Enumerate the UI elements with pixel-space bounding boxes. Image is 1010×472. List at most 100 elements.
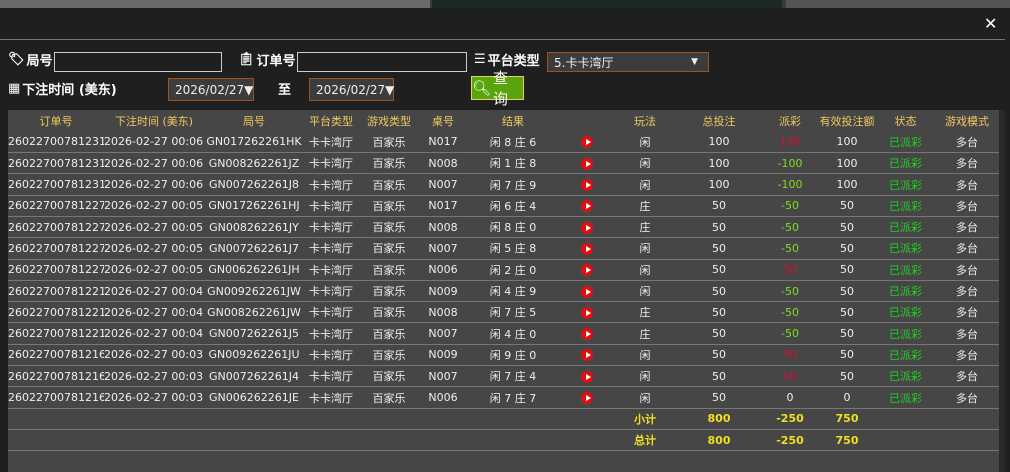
empty-cell — [304, 429, 358, 452]
table-cell: 50 — [676, 195, 762, 217]
table-cell: 卡卡湾厅 — [304, 195, 358, 217]
round-input[interactable] — [54, 52, 222, 72]
table-cell: GN008262261JZ — [204, 152, 304, 175]
platform-value: 5.卡卡湾厅 — [554, 55, 614, 70]
empty-cell — [304, 408, 358, 430]
table-cell: N009 — [420, 344, 466, 367]
table-cell: 2026-02-27 00:03:23 — [104, 365, 204, 388]
empty-cell — [466, 408, 560, 430]
play-video-icon[interactable] — [581, 136, 593, 149]
table-cell: 闲 — [614, 386, 676, 409]
round-label: 🏷︎ 局号 — [8, 52, 53, 69]
table-cell: 卡卡湾厅 — [304, 322, 358, 345]
order-input[interactable] — [297, 52, 467, 72]
table-cell: 50 — [762, 259, 818, 281]
play-video-icon[interactable] — [581, 349, 593, 362]
table-cell: 260227007812273 — [8, 259, 104, 281]
video-cell — [560, 152, 614, 175]
table-cell: 0 — [762, 386, 818, 409]
table-cell: GN007262261J8 — [204, 173, 304, 196]
empty-cell — [8, 429, 104, 452]
table-cell: 50 — [676, 280, 762, 303]
empty-cell — [466, 429, 560, 452]
table-cell: 2026-02-27 00:05:36 — [104, 216, 204, 239]
table-cell: N008 — [420, 216, 466, 239]
column-header: 游戏模式 — [935, 110, 999, 132]
table-cell: 多台 — [935, 173, 999, 196]
table-cell: 闲 — [614, 131, 676, 154]
table-cell: 百家乐 — [358, 386, 420, 409]
table-cell: 闲 7 庄 5 — [466, 301, 560, 324]
table-cell: 260227007812169 — [8, 344, 104, 367]
table-cell: 闲 8 庄 0 — [466, 216, 560, 239]
column-header: 派彩 — [762, 110, 818, 132]
play-video-icon[interactable] — [581, 285, 593, 298]
platform-select[interactable]: 5.卡卡湾厅 ▼ — [547, 52, 709, 72]
table-cell: 卡卡湾厅 — [304, 259, 358, 281]
video-cell — [560, 173, 614, 196]
empty-cell — [935, 429, 999, 452]
table-cell: 闲 5 庄 8 — [466, 237, 560, 260]
column-header: 桌号 — [420, 110, 466, 132]
table-cell: 闲 — [614, 173, 676, 196]
table-cell: GN007262261J4 — [204, 365, 304, 388]
table-cell: 闲 6 庄 4 — [466, 195, 560, 217]
orders-table: 订单号 下注时间 (美东) 局号 平台类型 游戏类型 桌号 结果 玩法 总投注 派彩 有效投注额 状态… — [8, 110, 999, 452]
play-video-icon[interactable] — [581, 392, 593, 404]
table-cell: 已派彩 — [876, 195, 935, 217]
play-video-icon[interactable] — [581, 242, 593, 255]
table-cell: 50 — [676, 344, 762, 367]
table-cell: 闲 2 庄 0 — [466, 259, 560, 281]
play-video-icon[interactable] — [581, 157, 593, 170]
query-button[interactable]: 🔍︎ 查询 — [471, 69, 524, 108]
play-video-icon[interactable] — [581, 306, 593, 319]
column-header: 玩法 — [614, 110, 676, 132]
table-cell: 百家乐 — [358, 237, 420, 260]
table-cell: 50 — [676, 322, 762, 345]
table-cell: 2026-02-27 00:06:31 — [104, 152, 204, 175]
table-cell: 2026-02-27 00:03:20 — [104, 386, 204, 409]
video-cell — [560, 322, 614, 345]
table-cell: 50 — [818, 237, 876, 260]
table-cell: -50 — [762, 195, 818, 217]
date-to-select[interactable]: 2026/02/27▼ — [309, 78, 394, 101]
play-video-icon[interactable] — [581, 179, 593, 192]
empty-cell — [204, 408, 304, 430]
play-video-icon[interactable] — [581, 200, 593, 213]
table-cell: 闲 7 庄 9 — [466, 173, 560, 196]
table-cell: 100 — [676, 173, 762, 196]
table-cell: N008 — [420, 301, 466, 324]
table-cell: 已派彩 — [876, 237, 935, 260]
empty-cell — [420, 408, 466, 430]
table-cell: N007 — [420, 322, 466, 345]
date-from-select[interactable]: 2026/02/27▼ — [168, 78, 254, 101]
table-cell: N006 — [420, 259, 466, 281]
table-cell: N017 — [420, 131, 466, 154]
scrollbar[interactable] — [999, 110, 1005, 472]
table-cell: 260227007812315 — [8, 131, 104, 154]
empty-cell — [560, 429, 614, 452]
table-cell: 2026-02-27 00:06:28 — [104, 173, 204, 196]
play-video-icon[interactable] — [581, 328, 593, 341]
video-cell — [560, 301, 614, 324]
table-cell: 260227007812277 — [8, 195, 104, 217]
table-cell: 已派彩 — [876, 365, 935, 388]
play-video-icon[interactable] — [581, 221, 593, 234]
table-cell: 2026-02-27 00:05:34 — [104, 237, 204, 260]
table-cell: 多台 — [935, 237, 999, 260]
search-icon: 🔍︎ — [472, 79, 492, 97]
play-video-icon[interactable] — [581, 370, 593, 383]
table-cell: 260227007812218 — [8, 280, 104, 303]
table-cell: 100 — [676, 152, 762, 175]
play-video-icon[interactable] — [581, 264, 593, 277]
total-valid_bet: 750 — [818, 429, 876, 452]
table-cell: 庄 — [614, 322, 676, 345]
table-cell: 多台 — [935, 344, 999, 367]
table-cell: N006 — [420, 386, 466, 409]
close-icon[interactable]: ✕ — [984, 14, 998, 33]
table-cell: N007 — [420, 365, 466, 388]
column-header: 结果 — [466, 110, 560, 132]
